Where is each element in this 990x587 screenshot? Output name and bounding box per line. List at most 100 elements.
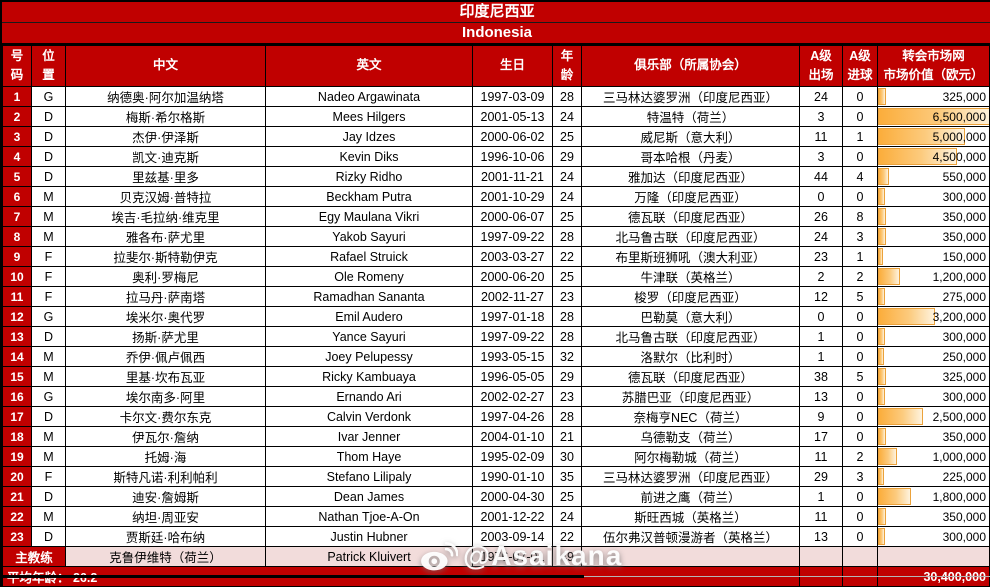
player-name-chinese: 埃米尔·奥代罗 [65, 306, 266, 327]
value-text: 2,500,000 [932, 409, 986, 424]
player-market-value: 3,200,000 [877, 306, 990, 327]
player-row: 3 D 杰伊·伊泽斯 Jay Idzes 2000-06-02 25 威尼斯（意大利） 11 1… [2, 126, 990, 147]
player-row: 16 G 埃尔南多·阿里 Ernando Ari 2002-02-27 23 苏腊巴亚（印度… [2, 386, 990, 407]
player-club: 北马鲁古联（印度尼西亚） [581, 226, 800, 247]
player-birthday: 2002-02-27 [472, 386, 553, 407]
player-age: 29 [552, 366, 582, 387]
column-header-birth: 生日 [472, 45, 553, 87]
player-number: 23 [2, 526, 32, 547]
player-caps: 1 [799, 346, 843, 367]
player-row: 10 F 奥利·罗梅尼 Ole Romeny 2000-06-20 25 牛津联（英格兰） 2… [2, 266, 990, 287]
player-age: 28 [552, 86, 582, 107]
player-row: 12 G 埃米尔·奥代罗 Emil Audero 1997-01-18 28 巴勒莫（意大利… [2, 306, 990, 327]
column-header-pos: 位 置 [31, 45, 66, 87]
player-club: 哥本哈根（丹麦） [581, 146, 800, 167]
player-club: 苏腊巴亚（印度尼西亚） [581, 386, 800, 407]
player-caps: 26 [799, 206, 843, 227]
player-birthday: 1997-09-22 [472, 326, 553, 347]
player-birthday: 1993-05-15 [472, 346, 553, 367]
team-title-english: Indonesia [2, 23, 990, 45]
player-club: 三马林达婆罗洲（印度尼西亚） [581, 466, 800, 487]
player-name-english: Rizky Ridho [265, 166, 473, 187]
player-name-chinese: 拉马丹·萨南塔 [65, 286, 266, 307]
player-market-value: 300,000 [877, 186, 990, 207]
player-birthday: 2001-05-13 [472, 106, 553, 127]
player-birthday: 1996-10-06 [472, 146, 553, 167]
value-data-bar [878, 468, 884, 485]
player-age: 32 [552, 346, 582, 367]
player-caps: 3 [799, 146, 843, 167]
player-birthday: 2000-06-20 [472, 266, 553, 287]
player-age: 25 [552, 206, 582, 227]
player-number: 1 [2, 86, 32, 107]
player-name-english: Joey Pelupessy [265, 346, 473, 367]
player-position: G [31, 86, 66, 107]
player-goals: 0 [842, 86, 878, 107]
player-row: 22 M 纳坦·周亚安 Nathan Tjoe-A-On 2001-12-22 24 斯旺西… [2, 506, 990, 527]
player-number: 8 [2, 226, 32, 247]
player-club: 威尼斯（意大利） [581, 126, 800, 147]
player-club: 德瓦联（印度尼西亚） [581, 366, 800, 387]
partial-row-border [0, 575, 584, 578]
player-caps: 17 [799, 426, 843, 447]
value-data-bar [878, 148, 957, 165]
player-age: 23 [552, 386, 582, 407]
player-position: G [31, 306, 66, 327]
value-text: 325,000 [942, 89, 986, 104]
player-number: 13 [2, 326, 32, 347]
player-goals: 0 [842, 146, 878, 167]
players-body: 1 G 纳德奥·阿尔加温纳塔 Nadeo Argawinata 1997-03-09 28… [2, 86, 990, 547]
player-birthday: 1997-01-18 [472, 306, 553, 327]
player-market-value: 300,000 [877, 386, 990, 407]
value-text: 150,000 [942, 249, 986, 264]
player-number: 2 [2, 106, 32, 127]
player-name-chinese: 埃尔南多·阿里 [65, 386, 266, 407]
player-number: 20 [2, 466, 32, 487]
coach-row: 主教练 克鲁伊维特（荷兰） Patrick Kluivert 1976-07-0… [2, 546, 990, 567]
player-goals: 3 [842, 466, 878, 487]
player-name-chinese: 托姆·海 [65, 446, 266, 467]
player-market-value: 1,200,000 [877, 266, 990, 287]
value-text: 1,200,000 [932, 269, 986, 284]
player-caps: 11 [799, 126, 843, 147]
player-birthday: 2001-10-29 [472, 186, 553, 207]
player-number: 9 [2, 246, 32, 267]
value-data-bar [878, 488, 911, 505]
player-position: G [31, 386, 66, 407]
player-caps: 44 [799, 166, 843, 187]
player-goals: 2 [842, 446, 878, 467]
roster-table: 号 码位 置中文 英文 生日年 龄俱乐部（所属协会） A级 出场 A级 进球 转会市场网 … [2, 45, 990, 587]
player-club: 伍尔弗汉普顿漫游者（英格兰） [581, 526, 800, 547]
player-row: 23 D 贾斯廷·哈布纳 Justin Hubner 2003-09-14 22 伍尔弗汉普… [2, 526, 990, 547]
player-number: 7 [2, 206, 32, 227]
player-name-english: Calvin Verdonk [265, 406, 473, 427]
player-age: 25 [552, 266, 582, 287]
player-goals: 2 [842, 266, 878, 287]
player-position: M [31, 446, 66, 467]
player-name-english: Yakob Sayuri [265, 226, 473, 247]
player-age: 28 [552, 306, 582, 327]
player-market-value: 1,800,000 [877, 486, 990, 507]
player-name-english: Ole Romeny [265, 266, 473, 287]
player-birthday: 2003-03-27 [472, 246, 553, 267]
player-name-english: Jay Idzes [265, 126, 473, 147]
player-market-value: 5,000,000 [877, 126, 990, 147]
player-name-chinese: 纳德奥·阿尔加温纳塔 [65, 86, 266, 107]
player-name-chinese: 拉斐尔·斯特勒伊克 [65, 246, 266, 267]
value-text: 350,000 [942, 229, 986, 244]
player-club: 特温特（荷兰） [581, 106, 800, 127]
player-name-chinese: 杰伊·伊泽斯 [65, 126, 266, 147]
player-row: 7 M 埃吉·毛拉纳·维克里 Egy Maulana Vikri 2000-06-07 2… [2, 206, 990, 227]
column-header-goals: A级 进球 [842, 45, 878, 87]
player-age: 25 [552, 486, 582, 507]
player-market-value: 6,500,000 [877, 106, 990, 127]
player-age: 29 [552, 146, 582, 167]
player-row: 5 D 里兹基·里多 Rizky Ridho 2001-11-21 24 雅加达（印度尼西亚… [2, 166, 990, 187]
player-market-value: 250,000 [877, 346, 990, 367]
player-goals: 0 [842, 306, 878, 327]
player-market-value: 275,000 [877, 286, 990, 307]
player-number: 17 [2, 406, 32, 427]
player-caps: 11 [799, 446, 843, 467]
player-name-chinese: 卡尔文·费尔东克 [65, 406, 266, 427]
